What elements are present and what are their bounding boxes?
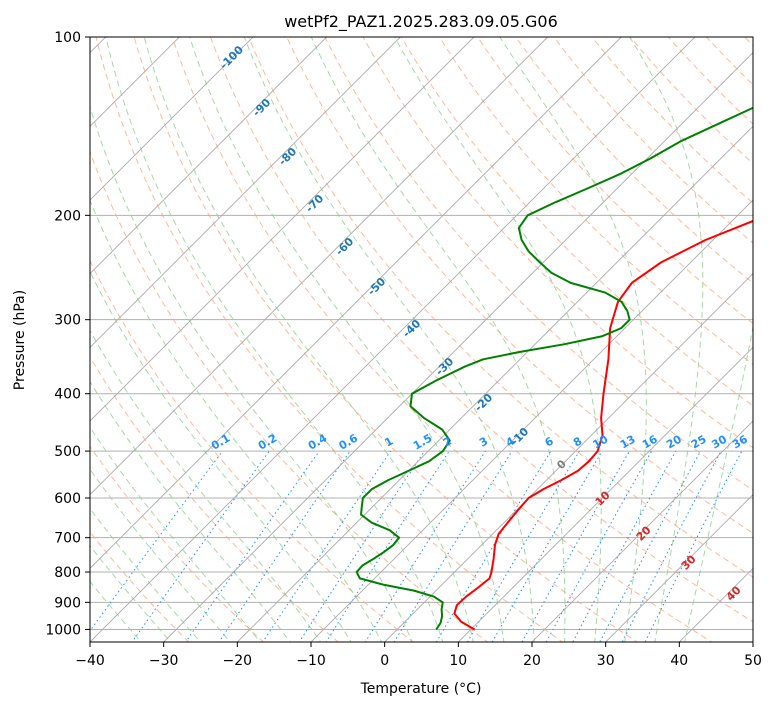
mixing-ratio-line (572, 450, 677, 642)
moist-adiabat-line (143, 37, 474, 642)
y-tick-label: 600 (54, 491, 81, 507)
moist-adiabat-line (243, 37, 535, 642)
isotherm-line (90, 37, 180, 127)
moist-adiabat-line (90, 105, 413, 642)
moist-adiabat-line (90, 426, 261, 642)
dry-adiabat-line (476, 37, 753, 325)
mixing-ratio-lines (90, 450, 743, 642)
y-tick-label: 400 (54, 387, 81, 403)
isotherm-line (90, 37, 475, 422)
y-tick-label: 100 (54, 30, 81, 46)
dry-adiabat-line (324, 37, 753, 491)
plot-frame (89, 36, 754, 643)
isotherm-line (310, 199, 753, 642)
moist-adiabat-line (189, 37, 505, 642)
x-tick-label: −30 (149, 653, 179, 669)
moist-adiabat-line (684, 324, 753, 642)
mixing-ratio-line (466, 450, 580, 642)
x-tick-label: 20 (523, 653, 541, 669)
x-tick-label: −10 (296, 653, 326, 669)
isobar-lines (90, 37, 753, 630)
isotherm-line (90, 37, 254, 201)
y-tick-label: 200 (54, 208, 81, 224)
moist-adiabat-line (90, 329, 322, 642)
x-tick-label: 40 (670, 653, 688, 669)
moist-adiabat-line (90, 270, 352, 642)
isotherm-line (90, 37, 696, 642)
x-axis-ticks: −40 −30 −20 −10 0 10 20 30 40 50 (75, 642, 762, 669)
isotherm-line (90, 37, 328, 275)
dry-adiabat-line (90, 150, 489, 642)
dry-adiabat-lines (90, 37, 753, 642)
mixing-ratio-line (545, 450, 653, 642)
isotherm-line (90, 37, 549, 496)
dry-adiabat-line (133, 37, 638, 642)
y-axis-ticks: 1000 900 800 700 600 500 400 300 200 100 (45, 30, 90, 638)
plot-area (90, 37, 753, 642)
dry-adiabat-line (629, 37, 753, 165)
dry-adiabat-line (90, 356, 339, 642)
isotherm-line (163, 52, 753, 642)
isotherm-line (457, 346, 753, 642)
isotherm-line (384, 273, 753, 642)
dry-adiabat-line (286, 37, 753, 534)
x-tick-label: 10 (449, 653, 467, 669)
chart-title: wetPf2_PAZ1.2025.283.09.05.G06 (284, 12, 558, 32)
isotherm-line (531, 420, 753, 642)
profile-series (355, 106, 753, 631)
x-tick-label: 0 (380, 653, 389, 669)
y-tick-label: 700 (54, 531, 81, 547)
x-tick-label: −40 (75, 653, 105, 669)
x-tick-label: 30 (597, 653, 615, 669)
mixing-ratio-line (599, 450, 701, 642)
mixing-ratio-line (521, 450, 630, 642)
dry-adiabat-line (362, 37, 753, 449)
x-tick-label: 50 (744, 653, 762, 669)
moist-adiabat-line (105, 37, 444, 642)
mixing-ratio-line (325, 450, 450, 642)
y-tick-label: 900 (54, 595, 81, 611)
mixing-ratio-line (393, 450, 513, 642)
moist-adiabat-lines (90, 37, 753, 642)
dry-adiabat-line (90, 531, 190, 642)
isotherm-line (90, 37, 622, 569)
moist-adiabat-line (499, 37, 647, 642)
moist-adiabat-line (394, 37, 602, 642)
mixing-ratio-line (218, 450, 351, 642)
isotherm-line (236, 125, 753, 642)
moist-adiabat-line (310, 37, 566, 642)
dry-adiabat-line (209, 37, 753, 623)
mixing-ratio-line (644, 450, 743, 642)
dry-adiabat-line (171, 37, 713, 642)
mixing-ratio-line (621, 450, 722, 642)
isotherm-lines (90, 37, 753, 642)
mixing-ratio-line (491, 450, 603, 642)
dry-adiabat-line (248, 37, 753, 578)
y-tick-label: 300 (54, 313, 81, 329)
moist-adiabat-line (90, 468, 231, 642)
dry-adiabat-line (95, 37, 564, 642)
moist-adiabat-line (90, 198, 383, 642)
isotherm-line (605, 494, 753, 642)
y-tick-label: 500 (54, 444, 81, 460)
y-axis-title: Pressure (hPa) (12, 290, 28, 390)
y-tick-label: 1000 (45, 622, 81, 638)
x-tick-label: −20 (223, 653, 253, 669)
x-axis-title: Temperature (°C) (360, 681, 482, 697)
dry-adiabat-line (438, 37, 753, 366)
temperature-line (453, 219, 753, 631)
moist-adiabat-line (90, 380, 291, 642)
dewpoint-line (355, 106, 753, 631)
y-tick-label: 800 (54, 565, 81, 581)
isotherm-line (90, 37, 401, 348)
moist-adiabat-line (629, 37, 704, 642)
mixing-ratio-line (435, 450, 552, 642)
